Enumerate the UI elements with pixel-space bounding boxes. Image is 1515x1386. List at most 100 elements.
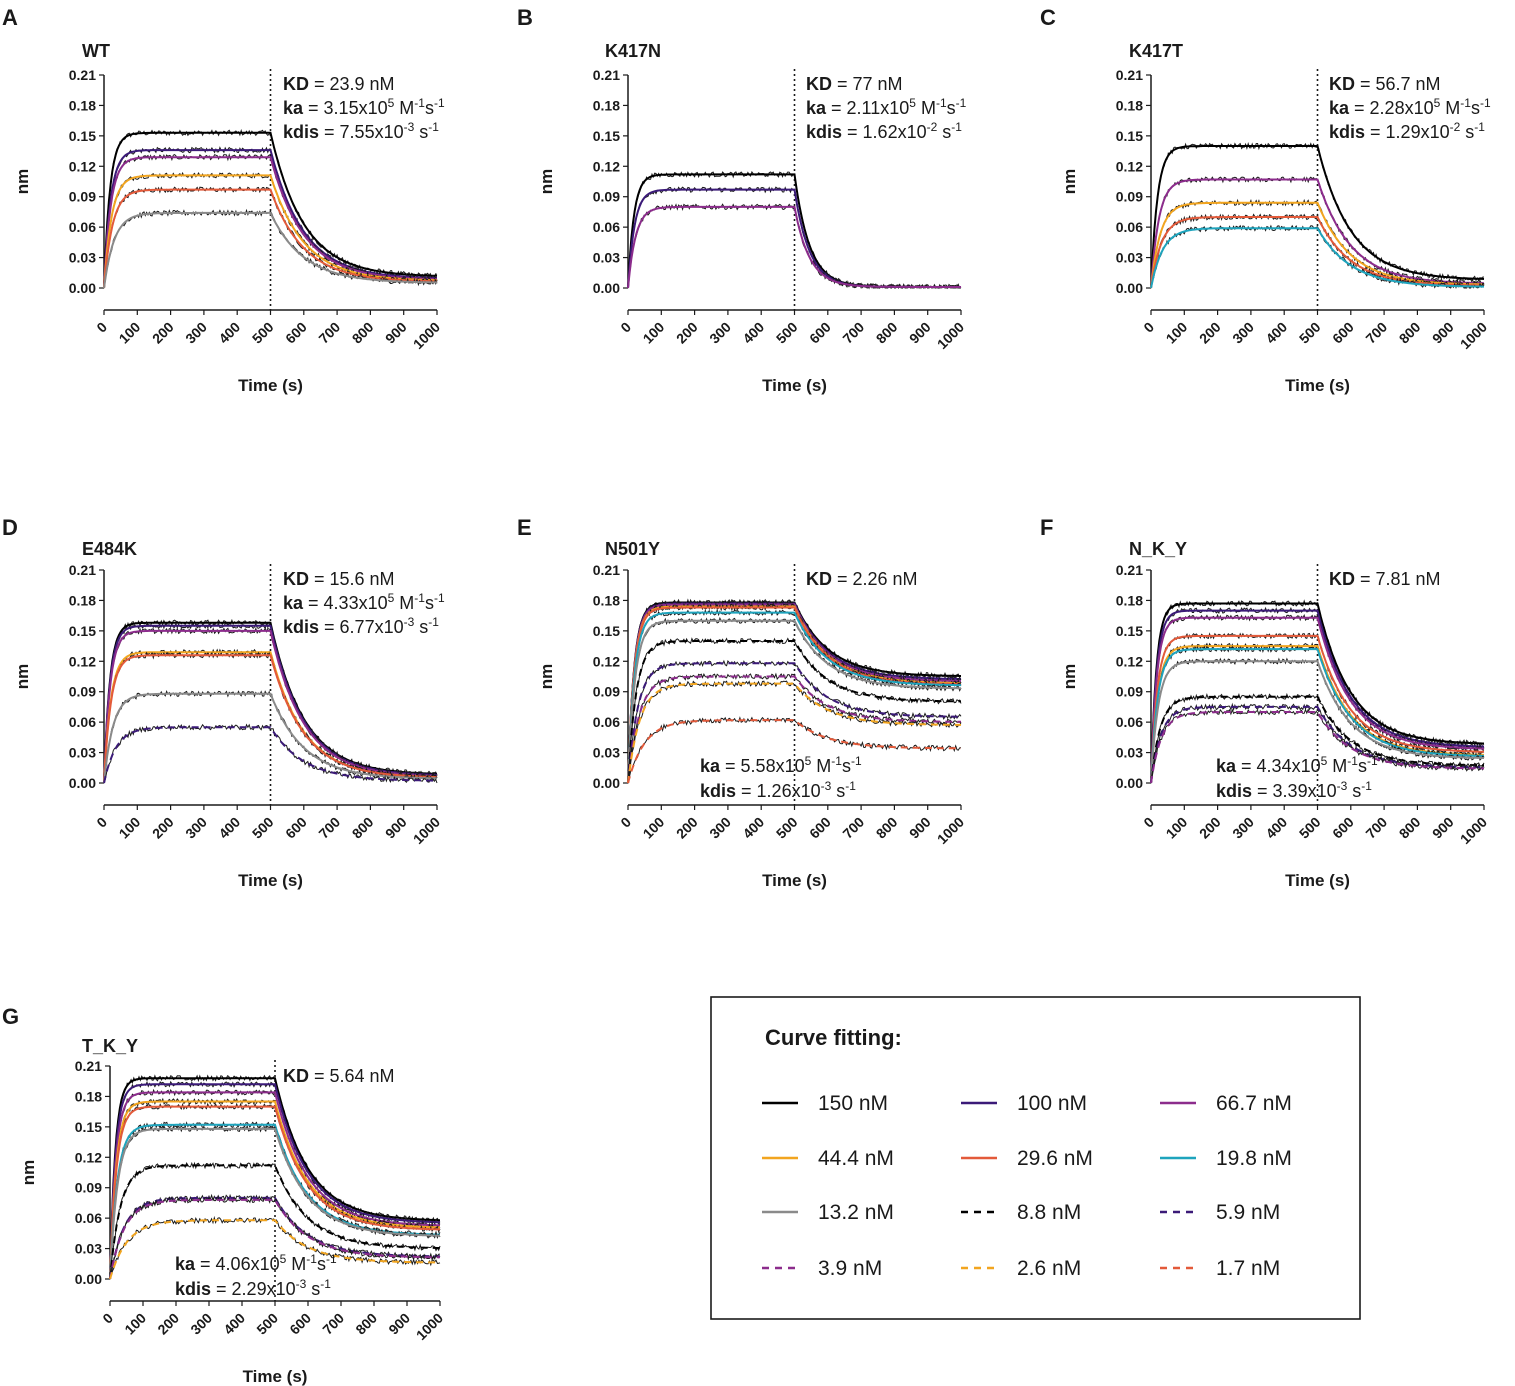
x-tick-label: 300 (182, 319, 210, 347)
x-tick-label: 100 (640, 319, 668, 347)
y-tick-label: 0.00 (75, 1271, 102, 1287)
y-tick-label: 0.06 (1116, 714, 1143, 730)
kd-value: KD = 23.9 nM (283, 74, 395, 94)
ka-value: ka = 5.58x105 M-1s-1 (700, 754, 862, 776)
fit-curve (1150, 616, 1484, 784)
ka-value: ka = 2.28x105 M-1s-1 (1329, 96, 1491, 118)
ka-value: ka = 3.15x105 M-1s-1 (283, 96, 445, 118)
legend-label: 19.8 nM (1216, 1147, 1292, 1170)
y-tick-label: 0.21 (75, 1058, 102, 1074)
x-tick-label: 900 (385, 1310, 413, 1338)
fit-curve (1150, 227, 1484, 289)
fit-curve (627, 619, 961, 784)
x-tick-label: 200 (1196, 814, 1224, 842)
y-tick-label: 0.06 (75, 1210, 102, 1226)
fit-curve (103, 174, 437, 289)
y-tick-label: 0.18 (593, 592, 620, 608)
raw-trace (103, 146, 438, 289)
legend-item: 100 nM (961, 1092, 1087, 1115)
raw-trace (627, 186, 961, 290)
fit-curve (627, 682, 961, 784)
x-tick-label: 1000 (934, 319, 967, 352)
kd-value: KD = 77 nM (806, 74, 903, 94)
legend-item: 5.9 nM (1160, 1201, 1280, 1224)
x-tick-label: 900 (1429, 319, 1457, 347)
y-tick-label: 0.12 (1116, 158, 1143, 174)
raw-trace (109, 1088, 441, 1277)
x-tick-label: 1000 (934, 814, 967, 847)
y-tick-label: 0.21 (69, 562, 96, 578)
y-axis-label: nm (1060, 169, 1079, 195)
x-tick-label: 200 (673, 319, 701, 347)
fit-curve (627, 719, 961, 784)
panel-g: GT_K_Y0.000.030.060.090.120.150.180.210 1… (2, 1004, 446, 1386)
legend-item: 8.8 nM (961, 1201, 1081, 1224)
y-tick-label: 0.21 (1116, 67, 1143, 83)
fit-curve (103, 651, 438, 784)
legend-label: 29.6 nM (1017, 1147, 1093, 1170)
fit-curve (103, 621, 438, 784)
raw-trace (1150, 176, 1485, 289)
x-tick-label: 600 (1329, 814, 1357, 842)
x-tick-label: 900 (382, 319, 410, 347)
fit-curve (109, 1105, 441, 1280)
y-tick-label: 0.00 (69, 775, 96, 791)
x-axis-label: Time (s) (1285, 871, 1350, 890)
x-tick-label: 800 (873, 814, 901, 842)
y-tick-label: 0.09 (593, 189, 620, 205)
y-tick-label: 0.09 (69, 684, 96, 700)
y-tick-label: 0.15 (1116, 128, 1143, 144)
raw-trace (1150, 198, 1485, 288)
x-tick-label: 900 (906, 319, 934, 347)
panel-f: FN_K_Y0.000.030.060.090.120.150.180.210 1… (1040, 515, 1490, 890)
x-tick-label: 100 (116, 814, 144, 842)
y-tick-label: 0.00 (1116, 280, 1143, 296)
y-tick-label: 0.12 (593, 158, 620, 174)
x-tick-label: 800 (349, 814, 377, 842)
legend-label: 2.6 nM (1017, 1257, 1081, 1280)
y-axis-label: nm (537, 169, 556, 195)
kd-value: KD = 5.64 nM (283, 1066, 395, 1086)
x-tick-label: 200 (149, 319, 177, 347)
y-tick-label: 0.21 (69, 67, 96, 83)
panel-title: N501Y (605, 539, 660, 559)
y-tick-label: 0.18 (75, 1088, 102, 1104)
legend-item: 44.4 nM (762, 1147, 894, 1170)
x-tick-label: 200 (154, 1310, 182, 1338)
kd-value: KD = 2.26 nM (806, 569, 918, 589)
x-axis-label: Time (s) (762, 871, 827, 890)
panel-letter: D (2, 515, 18, 540)
x-tick-label: 800 (1396, 814, 1424, 842)
y-tick-label: 0.12 (75, 1149, 102, 1165)
fit-curve (103, 211, 438, 289)
fit-curve (627, 640, 961, 784)
panel-a: A WT 0.00 0.03 0.06 0.09 0.12 0.15 0.18 0.21 0 100 2… (2, 5, 445, 395)
legend-label: 8.8 nM (1017, 1201, 1081, 1224)
kdis-value: kdis = 1.62x10-2 s-1 (806, 120, 962, 142)
y-tick-label: 0.03 (69, 745, 96, 761)
legend-item: 19.8 nM (1160, 1147, 1292, 1170)
y-tick-label: 0.06 (1116, 219, 1143, 235)
x-axis-label: Time (s) (762, 376, 827, 395)
y-tick-label: 0.09 (593, 684, 620, 700)
x-tick-label: 0 (617, 319, 634, 336)
y-tick-label: 0.09 (69, 189, 96, 205)
y-tick-label: 0.03 (593, 250, 620, 266)
fit-curve (1150, 602, 1484, 784)
x-tick-label: 500 (1296, 814, 1324, 842)
x-tick-label: 800 (352, 1310, 380, 1338)
x-tick-label: 900 (382, 814, 410, 842)
y-tick-label: 0.21 (593, 562, 620, 578)
legend: Curve fitting: 150 nM 100 nM 66.7 nM 44.4 nM… (710, 996, 1361, 1320)
y-tick-label: 0.03 (75, 1241, 102, 1257)
fit-curve (103, 692, 438, 784)
x-tick-label: 100 (1163, 319, 1191, 347)
x-tick-label: 700 (839, 319, 867, 347)
kdis-value: kdis = 7.55x10-3 s-1 (283, 120, 439, 142)
y-tick-label: 0.18 (1116, 592, 1143, 608)
raw-trace (103, 651, 438, 784)
x-axis-label: Time (s) (243, 1367, 308, 1386)
x-tick-label: 300 (1229, 319, 1257, 347)
